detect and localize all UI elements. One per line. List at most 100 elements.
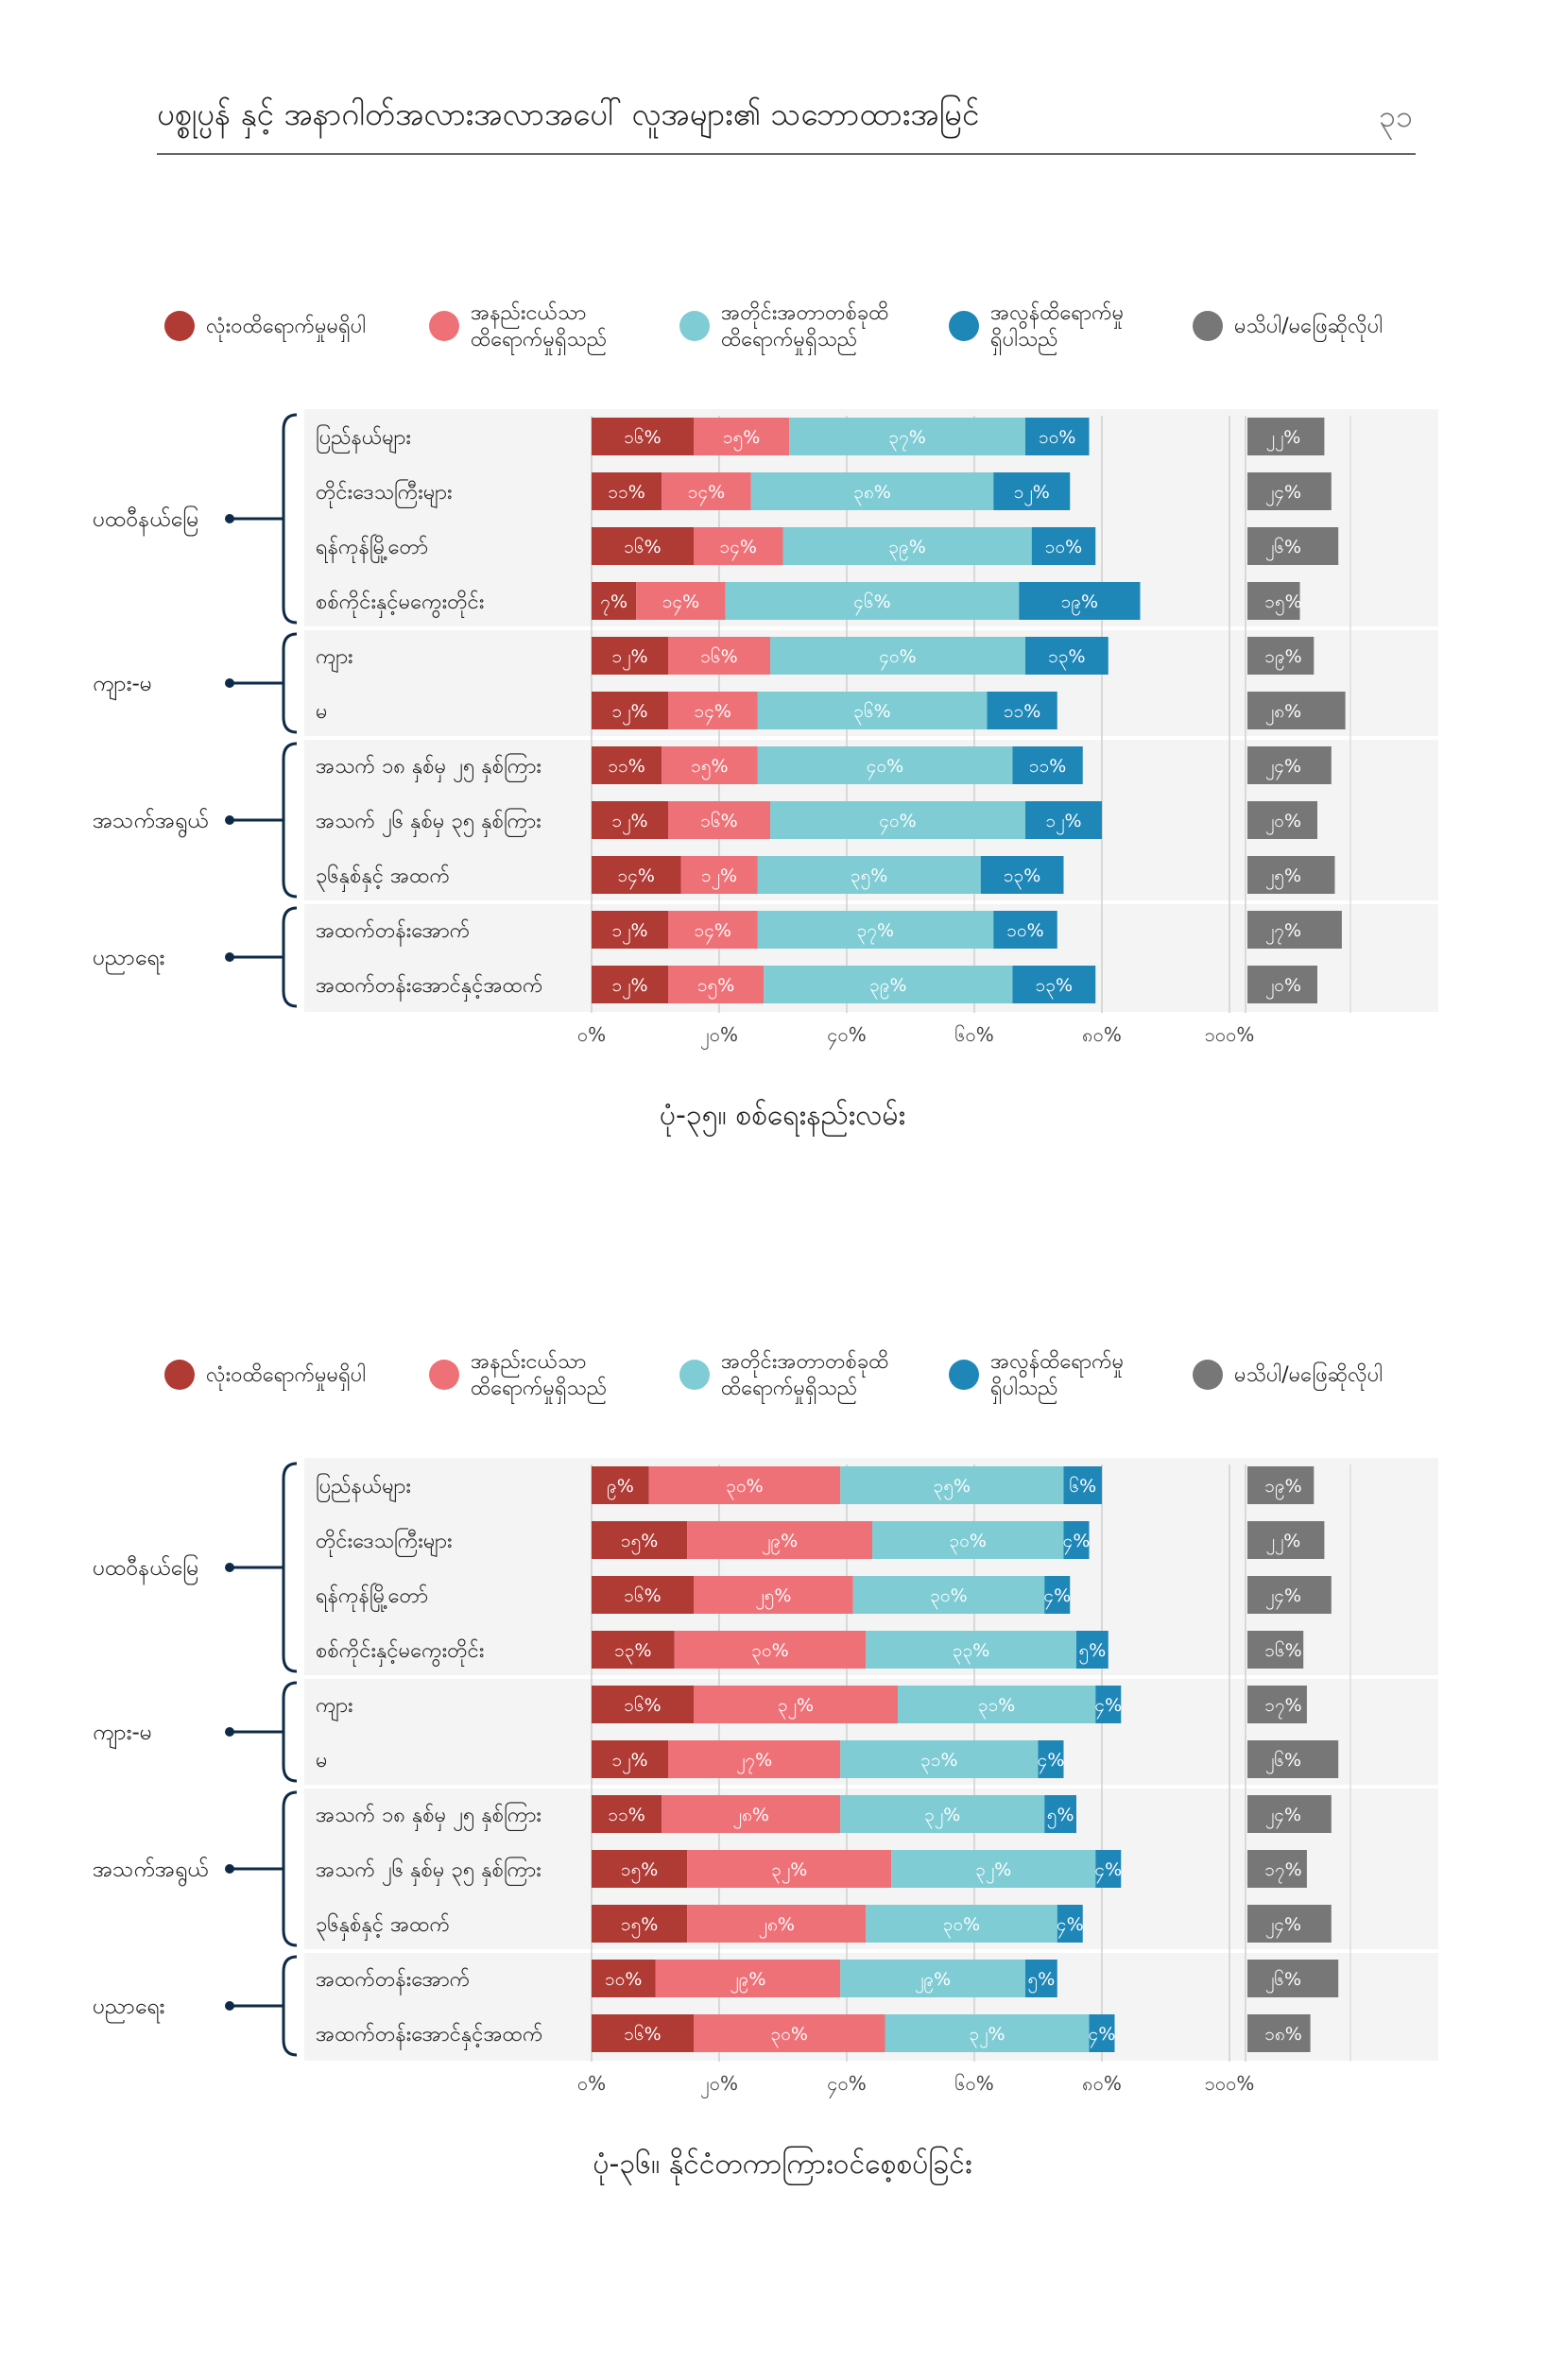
bar-segment-2 (648, 1466, 841, 1504)
bar-segment-1 (592, 527, 694, 565)
bar-data-label: ၂၈% (733, 1805, 769, 1829)
bar-segment-3 (757, 911, 994, 949)
row-label: အထက်တန်းအောင်နှင့်အထက် (316, 2022, 542, 2051)
dk-bar (1247, 418, 1325, 455)
bar-data-label: ၂၉% (730, 1969, 765, 1994)
bar-segment-2 (655, 1960, 841, 1997)
bar-segment-3 (898, 1686, 1096, 1723)
legend-label-1: လုံးဝထိရောက်မှုမရှိပါ (206, 314, 366, 343)
bar-data-label: ၂၉% (915, 1969, 951, 1994)
x-tick-label: ၈၀% (1082, 1023, 1122, 1046)
group-label: ပထဝီနယ်မြေ (93, 1555, 198, 1584)
bar-segment-3 (725, 582, 1020, 620)
bar-segment-4 (993, 472, 1071, 510)
bar-segment-2 (662, 472, 751, 510)
bar-segment-1 (592, 1686, 694, 1723)
bar-data-label: ၁၂% (701, 865, 737, 890)
group-dot (225, 952, 234, 962)
bar-data-label: ၁၉% (1061, 591, 1098, 616)
bar-data-label: ၃၈% (853, 482, 891, 506)
dk-data-label: ၂၄% (1265, 1585, 1301, 1610)
legend-swatch-1 (164, 311, 195, 341)
x-tick-label: ၆၀% (954, 2072, 994, 2095)
bar-data-label: ၄% (1094, 1695, 1122, 1720)
bar-segment-3 (782, 527, 1032, 565)
bar-segment-2 (668, 1740, 841, 1778)
bar-segment-4 (1063, 1466, 1102, 1504)
bar-data-label: ၃၁% (978, 1695, 1015, 1720)
dk-data-label: ၁၇% (1264, 1695, 1301, 1720)
row-label: အထက်တန်းအောက် (316, 1967, 470, 1995)
row-label: ပြည်နယ်များ (316, 424, 411, 454)
bar-data-label: ၃၂% (778, 1695, 814, 1720)
dk-bar (1247, 856, 1335, 894)
x-tick-label: ၄၀% (827, 1023, 867, 1050)
x-tick-label: ၄၀% (827, 2072, 867, 2098)
dk-data-label: ၂၅% (1265, 865, 1301, 890)
bar-segment-3 (757, 692, 988, 729)
bar-segment-4 (1019, 582, 1141, 620)
bar-data-label: ၁၁% (1004, 701, 1040, 722)
group-bracket (282, 906, 298, 1008)
bar-data-label: ၁၆% (624, 1584, 661, 1606)
chart-svg: လုံးဝထိရောက်မှုမရှိပါ အနည်းငယ်သာထိရောက်မှ… (93, 1349, 1438, 2186)
bar-segment-4 (1057, 1905, 1083, 1943)
x-tick-label: ၈၀% (1082, 2072, 1122, 2095)
chart-svg: လုံးဝထိရောက်မှုမရှိပါ အနည်းငယ်သာထိရောက်မှ… (93, 300, 1438, 1138)
bar-data-label: ၁၁% (608, 1805, 645, 1825)
bar-segment-3 (757, 746, 1013, 784)
dk-bar (1247, 1850, 1307, 1888)
dk-bar (1247, 1960, 1339, 1997)
bar-segment-4 (1025, 637, 1109, 675)
bar-segment-1 (592, 1960, 656, 1997)
dk-data-label: ၁၉% (1264, 1476, 1301, 1500)
bar-segment-1 (592, 2014, 694, 2052)
group-bracket (282, 1462, 298, 1673)
bar-data-label: ၁၆% (700, 645, 737, 667)
bar-segment-3 (789, 418, 1025, 455)
group-bracket (282, 1790, 298, 1947)
bar-data-label: ၃၀% (950, 1531, 987, 1555)
row-label: အသက် ၁၈ နှစ်မှ ၂၅ နှစ်ကြား (316, 1802, 541, 1832)
figure-caption: ပုံ-၃၅။ စစ်ရေးနည်းလမ်း (660, 1099, 905, 1138)
figure-caption: ပုံ-၃၆။ နိုင်ငံတကာကြားဝင်စေ့စပ်ခြင်း (593, 2146, 971, 2186)
group-label: ပညာရေး (93, 946, 164, 974)
bar-data-label: ၃၀% (771, 2024, 808, 2048)
row-label: တိုင်းဒေသကြီးများ (316, 479, 453, 508)
bar-data-label: ၁၀% (1039, 427, 1075, 448)
group-bracket (282, 413, 298, 625)
bar-data-label: ၁၅% (723, 427, 760, 452)
group-dot (225, 815, 234, 825)
bar-data-label: ၃၉% (888, 537, 925, 561)
bar-data-label: ၃၂% (771, 1859, 807, 1884)
x-tick-label: ၀% (577, 1023, 606, 1046)
dk-bar (1247, 472, 1332, 510)
bar-segment-3 (757, 856, 981, 894)
bar-data-label: ၅% (1028, 1969, 1056, 1994)
bar-segment-1 (592, 582, 637, 620)
dk-data-label: ၂၄% (1265, 756, 1301, 780)
dk-data-label: ၂၂% (1266, 1531, 1301, 1555)
bar-segment-1 (592, 856, 681, 894)
group-dot (225, 1563, 234, 1572)
bar-segment-1 (592, 746, 662, 784)
bar-segment-1 (592, 1521, 688, 1559)
group-label: အသက်အရွယ် (93, 809, 209, 838)
bar-segment-1 (592, 1740, 668, 1778)
bar-data-label: ၄% (1038, 1750, 1065, 1774)
bar-data-label: ၁၄% (618, 865, 655, 890)
bar-data-label: ၂၅% (755, 1585, 791, 1610)
legend-swatch-4 (949, 311, 979, 341)
row-label: ကျား (316, 645, 353, 673)
bar-data-label: ၃၂% (969, 2024, 1005, 2048)
bar-data-label: ၁၅% (691, 756, 728, 780)
bar-data-label: ၁၆% (624, 2023, 661, 2045)
bar-segment-4 (1044, 1576, 1071, 1614)
legend-label-2: အနည်းငယ်သာထိရောက်မှုရှိသည် (471, 1349, 607, 1405)
bar-data-label: ၃၀% (726, 1476, 763, 1500)
bar-segment-4 (1076, 1631, 1109, 1669)
dk-data-label: ၂၀% (1265, 811, 1301, 835)
bar-segment-2 (668, 692, 758, 729)
bar-segment-2 (680, 856, 758, 894)
bar-segment-3 (866, 1905, 1057, 1943)
